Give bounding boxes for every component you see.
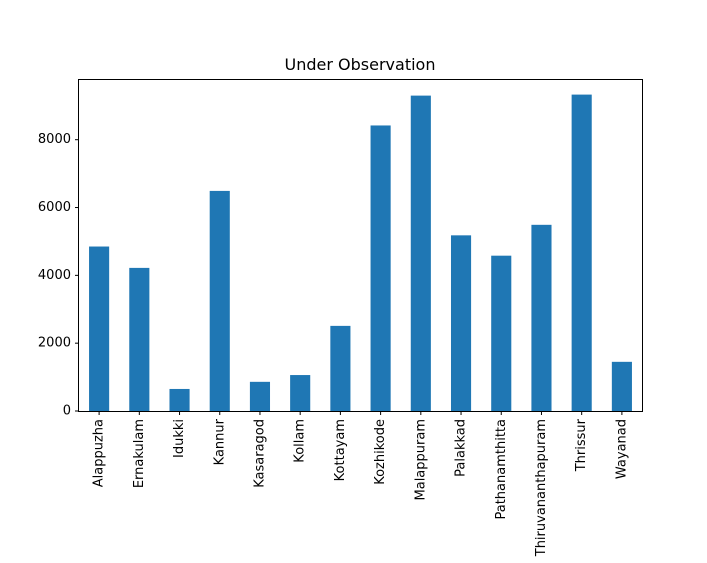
- bar-thiruvananthapuram: [531, 224, 552, 411]
- y-tick-label: 8000: [38, 132, 71, 147]
- y-tick-label: 4000: [38, 268, 71, 283]
- x-axis: Alappuzha Ernakulam Idukki Kannur Kasaragod K…: [92, 411, 629, 557]
- y-axis: 0 2000 4000 6000 8000: [38, 132, 79, 419]
- x-tick-label: Thrissur: [574, 418, 589, 472]
- y-tick-label: 2000: [38, 336, 71, 351]
- x-tick-label: Malappuram: [413, 419, 428, 500]
- x-tick-label: Idukki: [172, 419, 187, 458]
- x-tick-label: Pathanamthitta: [494, 419, 509, 520]
- y-tick-label: 6000: [38, 200, 71, 215]
- bar-wayanad: [611, 361, 632, 411]
- x-tick-label: Kollam: [293, 419, 308, 463]
- x-tick-label: Kottayam: [333, 419, 348, 481]
- x-tick-label: Kannur: [212, 418, 227, 465]
- y-tick-label: 0: [63, 404, 71, 419]
- bar-kozhikode: [370, 125, 391, 411]
- x-tick-label: Palakkad: [454, 419, 469, 477]
- bar-palakkad: [450, 235, 472, 411]
- bar-thrissur: [571, 94, 592, 411]
- x-tick-label: Ernakulam: [132, 419, 147, 488]
- bar-kottayam: [330, 325, 351, 411]
- bar-alappuzha: [89, 246, 110, 411]
- x-tick-label: Wayanad: [614, 419, 629, 479]
- bar-idukki: [169, 388, 190, 411]
- chart-title: Under Observation: [285, 55, 436, 74]
- x-tick-label: Thiruvananthapuram: [534, 419, 549, 557]
- bar-kollam: [290, 375, 311, 411]
- bar-pathanamthitta: [491, 255, 512, 411]
- x-tick-label: Kozhikode: [373, 419, 388, 485]
- bar-ernakulam: [129, 267, 150, 411]
- plot-frame: [78, 79, 643, 412]
- bar-malappuram: [410, 95, 431, 412]
- bars-group: [89, 94, 632, 412]
- bar-kasaragod: [249, 381, 271, 411]
- x-tick-label: Alappuzha: [92, 419, 107, 487]
- bar-kannur: [209, 190, 230, 411]
- x-tick-label: Kasaragod: [252, 419, 267, 488]
